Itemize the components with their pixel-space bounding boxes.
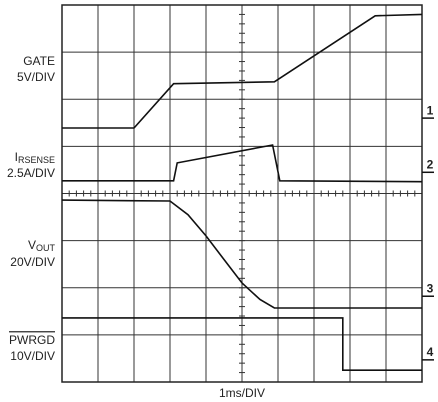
channel-name-sub: RSENSE [18,155,55,165]
channel-scale: 10V/DIV [10,349,55,363]
channel-scale: 20V/DIV [10,255,55,269]
channel-name: IRSENSE [15,150,55,165]
channel-marker: 4 [427,345,434,359]
channel-marker: 1 [427,103,434,117]
channel-name-main: I [15,150,18,164]
plot-frame [61,4,423,383]
channel-name: VOUT [28,238,56,253]
channel-marker: 2 [427,157,434,171]
channel-name-sub: OUT [36,243,56,253]
trace [62,144,423,183]
x-label: 1ms/DIV [219,386,265,400]
channel-name: PWRGD [9,333,55,347]
trace [62,13,423,129]
channel-scale: 2.5A/DIV [7,166,55,180]
channel-marker: 3 [427,281,434,295]
channel-name-main: V [28,238,36,252]
trace [62,317,422,371]
channel-name: GATE [23,54,55,68]
trace [61,199,422,309]
channel-scale: 5V/DIV [17,70,55,84]
